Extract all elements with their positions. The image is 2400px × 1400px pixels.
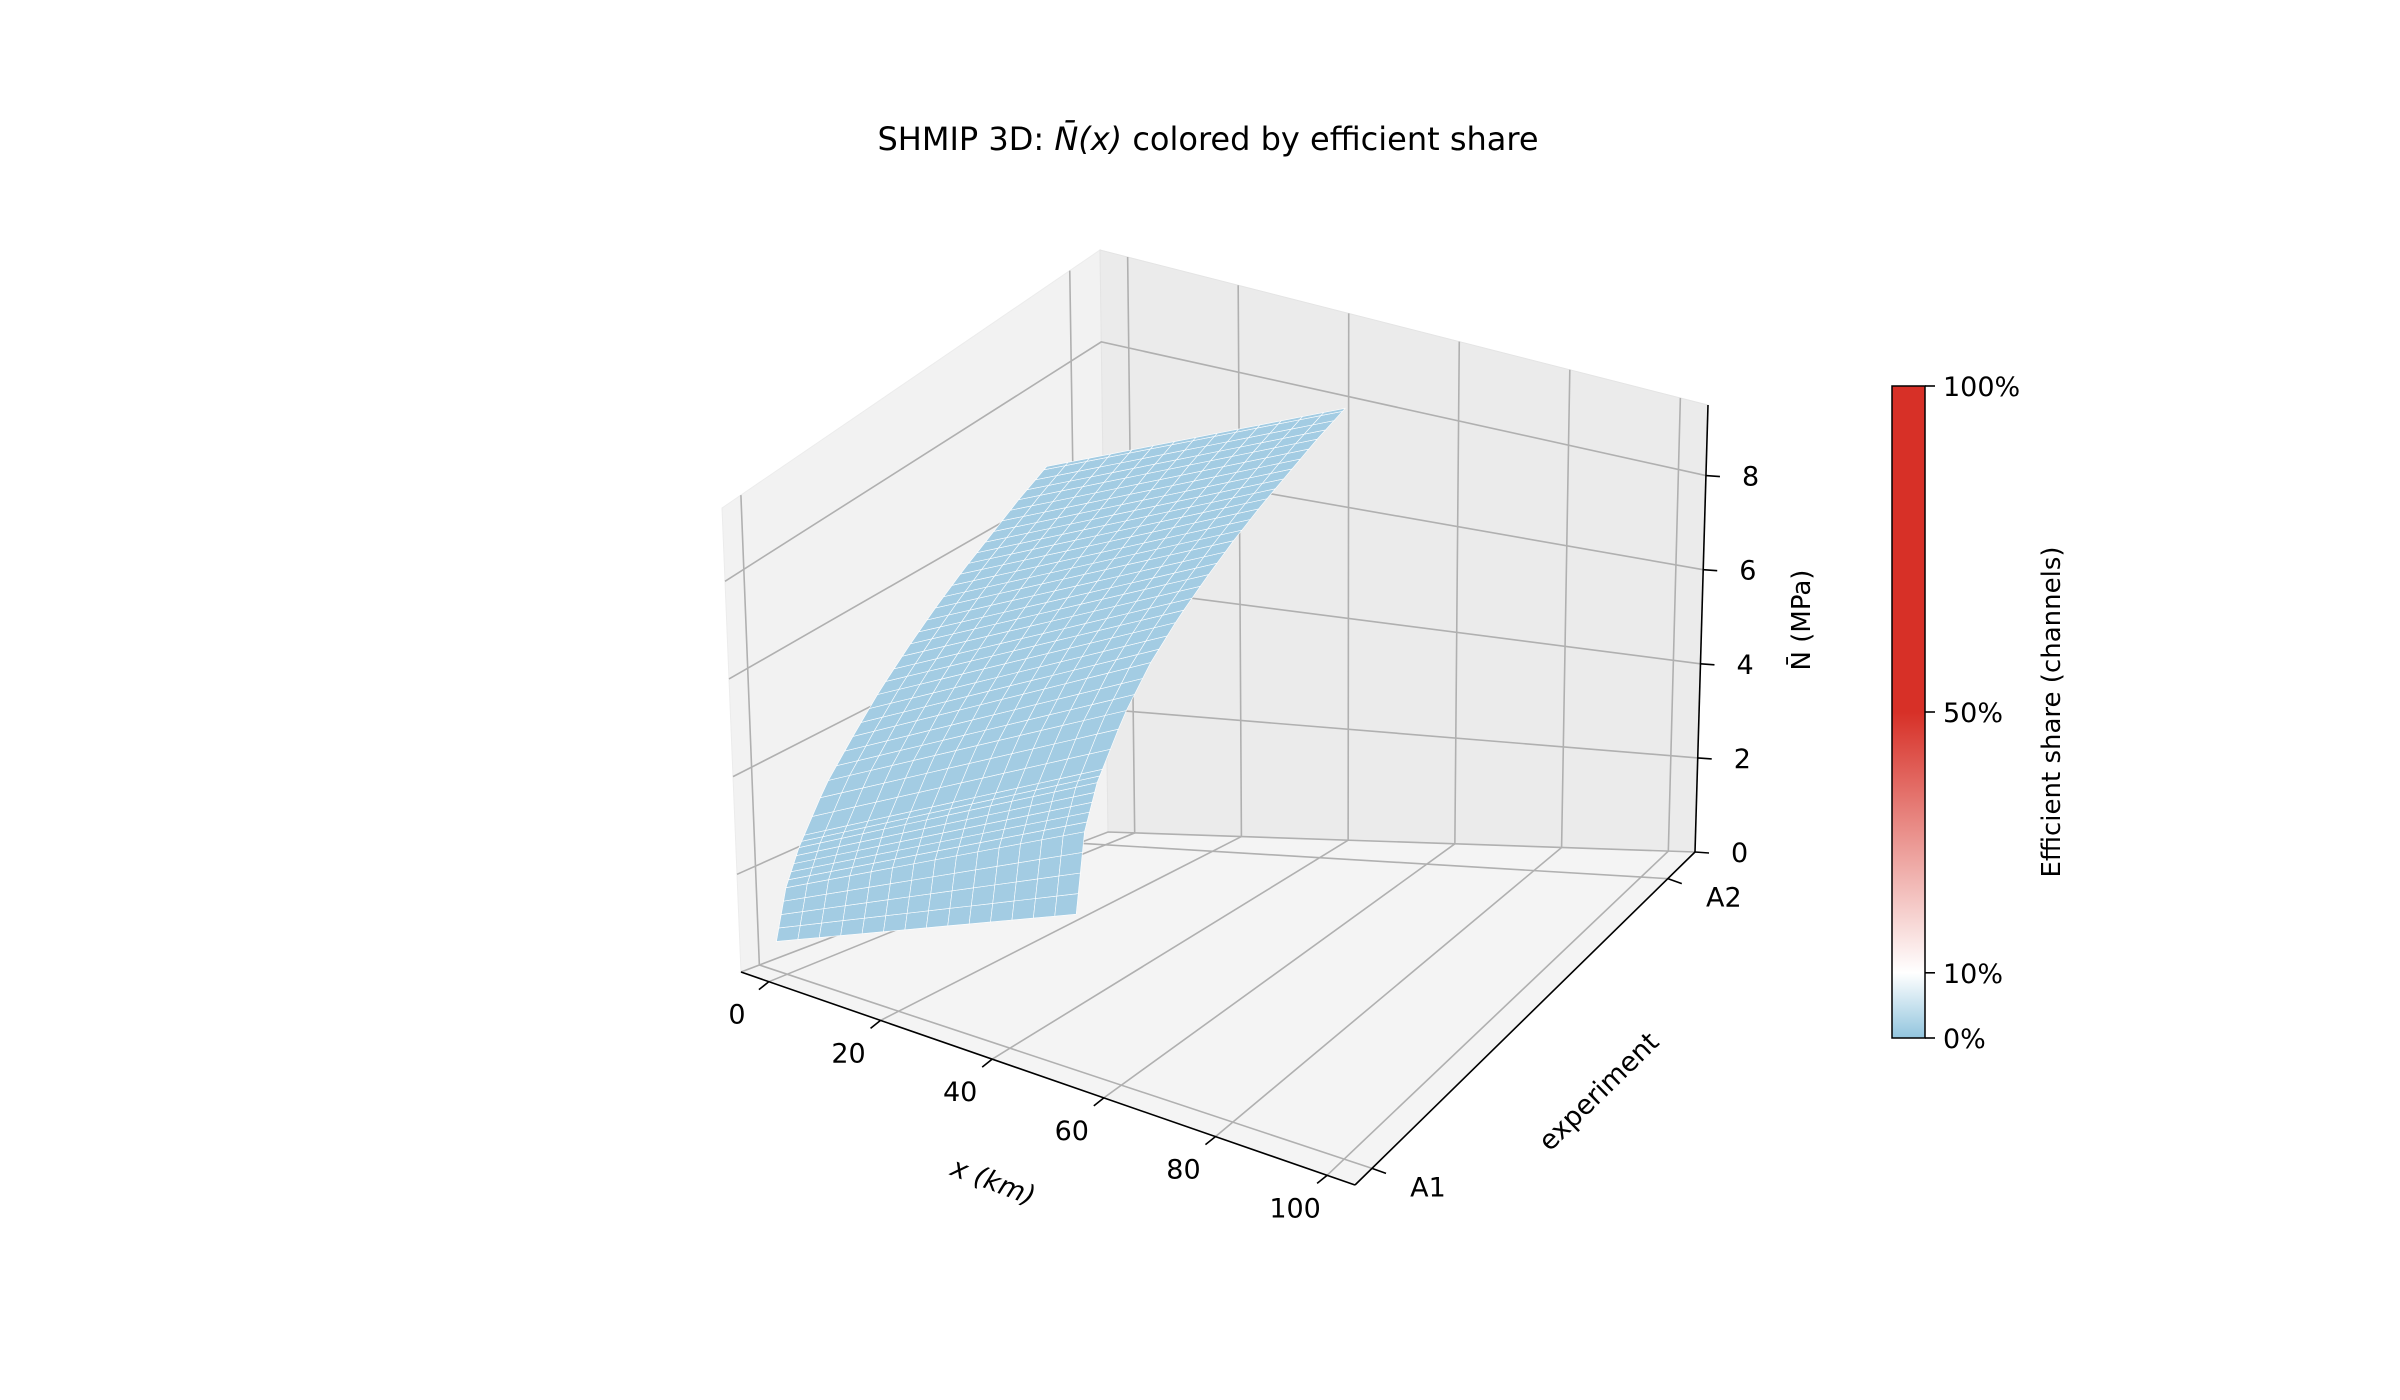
chart-title: SHMIP 3D: N̄(x) colored by efficient sha… [877, 119, 1538, 158]
x-tick-label: 80 [1166, 1155, 1200, 1186]
z-tick-mark [1703, 568, 1718, 572]
z-axis-label: N̄ (MPa) [1785, 570, 1817, 671]
x-tick-mark [981, 1058, 993, 1068]
z-tick-label: 2 [1734, 744, 1751, 775]
surface-face [1320, 407, 1346, 417]
surface [776, 407, 1346, 942]
x-tick-mark [1316, 1174, 1328, 1184]
surface-face [970, 884, 996, 907]
colorbar: 100% 50% 10% 0% Efficient share (channels) [1891, 372, 2067, 1055]
surface-face [968, 903, 994, 925]
colorbar-ticks: 100% 50% 10% 0% [1925, 372, 2020, 1055]
z-tick-mark [1697, 757, 1712, 760]
x-tick-label: 40 [943, 1077, 977, 1108]
x-tick-label: 20 [831, 1038, 865, 1069]
experiment-tick-label: A1 [1410, 1172, 1446, 1203]
surface-face [1033, 895, 1058, 919]
surface-face [990, 900, 1015, 923]
x-axis-line [740, 971, 1356, 1186]
surface-face [904, 910, 929, 931]
z-gridline [724, 341, 1707, 582]
surface-face [883, 912, 908, 933]
surface-face [1011, 898, 1036, 921]
x-tick-label: 0 [728, 1000, 745, 1031]
surface-face [1035, 875, 1060, 899]
surface-face [947, 905, 972, 927]
surface-face [925, 907, 951, 929]
z-tick-label: 8 [1742, 462, 1759, 493]
experiment-tick-label: A2 [1706, 883, 1742, 914]
z-tick-mark [1705, 474, 1721, 478]
colorbar-tick-label: 100% [1943, 372, 2020, 403]
z-tick-label: 6 [1739, 556, 1756, 587]
colorbar-label: Efficient share (channels) [2037, 546, 2067, 877]
z-axis-line [1694, 404, 1709, 853]
z-tick-mark [1694, 851, 1710, 854]
x-axis-label: x (km) [946, 1152, 1040, 1212]
x-tick-mark [758, 981, 770, 991]
experiment-tick-mark [1667, 877, 1683, 885]
colorbar-tick-label: 50% [1943, 698, 2003, 729]
y-axis-label: experiment [1533, 1027, 1665, 1158]
x-tick-mark [1204, 1135, 1216, 1146]
surface-face [1013, 878, 1038, 902]
z-tick-label: 0 [1731, 838, 1748, 869]
x-tick-mark [1093, 1097, 1105, 1107]
experiment-tick-mark [1371, 1167, 1387, 1175]
surface-face [1054, 893, 1079, 917]
x-tick-label: 100 [1269, 1193, 1321, 1224]
experiment-axis-line [1354, 851, 1696, 1186]
x-tick-label: 60 [1055, 1116, 1089, 1147]
colorbar-tick-label: 10% [1943, 959, 2003, 990]
surface-face [861, 915, 887, 934]
surface-face [992, 881, 1017, 904]
colorbar-tick-label: 0% [1943, 1024, 1986, 1055]
z-tick-label: 4 [1736, 650, 1753, 681]
z-tick-mark [1700, 662, 1715, 666]
x-tick-mark [870, 1019, 882, 1030]
colorbar-gradient [1891, 385, 1926, 1039]
surface-face [1056, 872, 1081, 897]
axes: 0 20 40 60 80 100 A1 A2 0 2 4 6 8 [728, 404, 1759, 1224]
